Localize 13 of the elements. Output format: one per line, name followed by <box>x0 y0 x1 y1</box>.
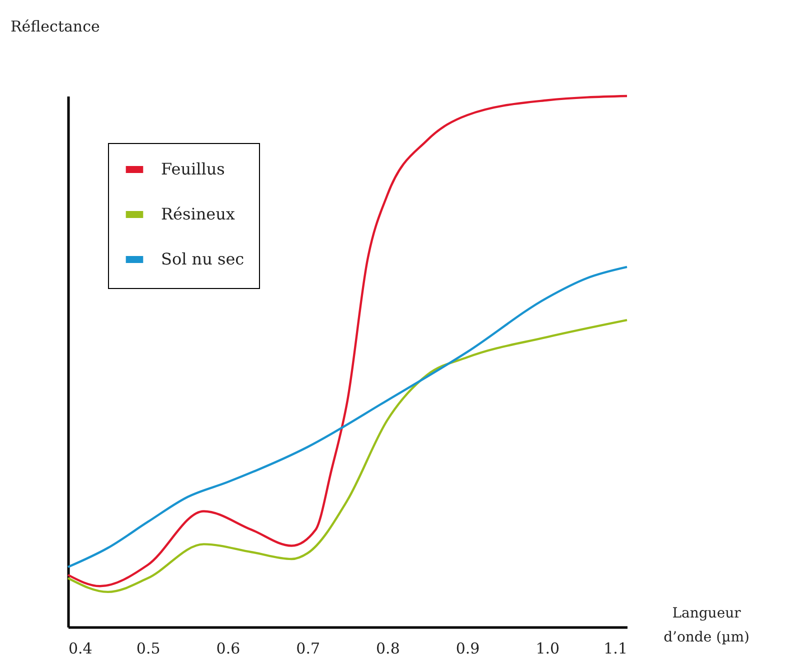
x-tick-label: 0.8 <box>376 640 400 658</box>
x-tick-label: 1.1 <box>604 640 628 658</box>
x-tick-label: 0.7 <box>296 640 320 658</box>
y-axis-title: Réflectance <box>10 18 100 36</box>
x-tick-label: 0.9 <box>456 640 480 658</box>
legend-label: Résineux <box>161 204 235 224</box>
legend-label: Sol nu sec <box>161 250 244 268</box>
x-tick-label: 0.5 <box>136 640 160 658</box>
x-tick-label: 1.0 <box>536 640 560 658</box>
x-tick-label: 0.6 <box>216 640 240 658</box>
x-axis-title: Langueur d’onde (µm) <box>664 606 750 646</box>
legend-label: Feuillus <box>161 160 225 178</box>
x-tick-label: 0.4 <box>68 640 92 658</box>
